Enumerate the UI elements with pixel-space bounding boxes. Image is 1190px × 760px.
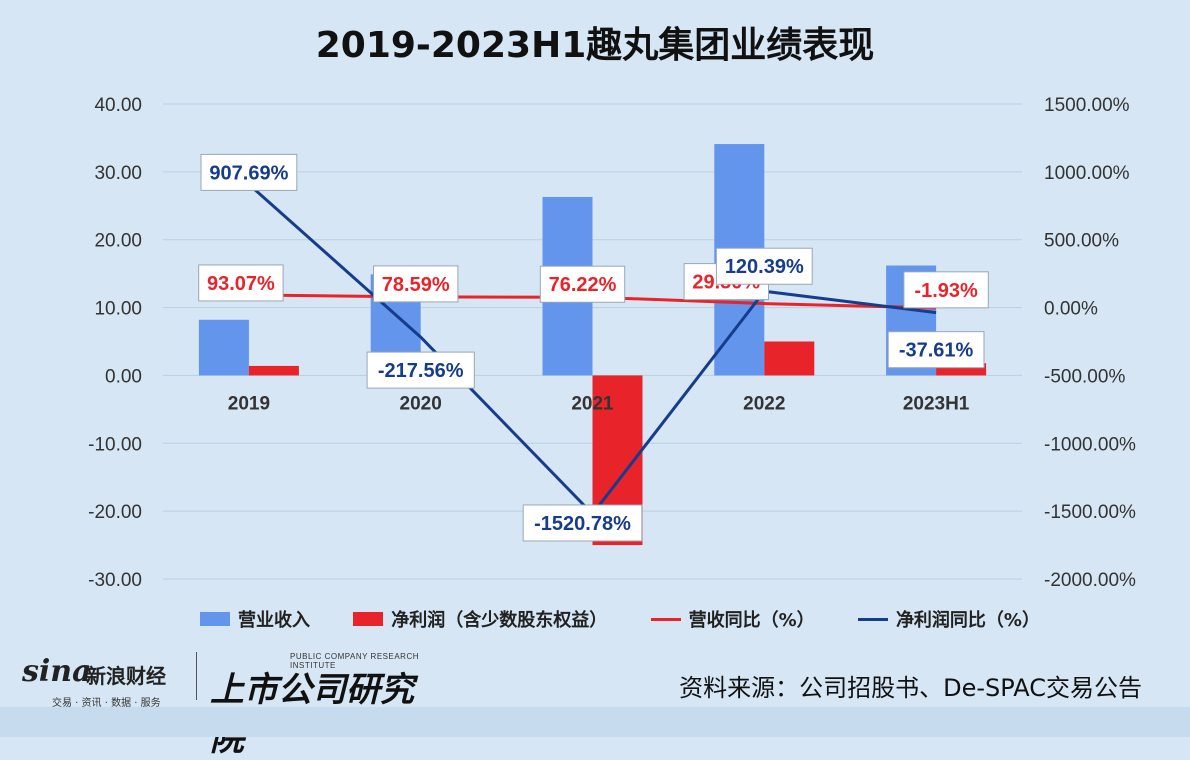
bottom-band [0,707,1190,737]
x-tick-label: 2022 [743,393,785,414]
data-label-box [198,264,284,302]
data-label: 907.69% [209,162,288,184]
legend-label: 净利润（含少数股东权益） [391,610,608,631]
legend-item: 营收同比（%） [650,606,815,632]
research-institute-logo: PUBLIC COMPANY RESEARCH INSTITUTE 上市公司研究… [210,650,440,759]
y-left-tick-label: 20.00 [94,231,142,252]
chart-canvas: 40.00 30.00 20.00 10.00 0.00 -10.00 -20.00 -30.… [88,95,1136,591]
sina-logo-word: sina [22,654,92,689]
y-left-tick-label: 0.00 [105,366,142,387]
data-label: -1.93% [914,280,978,302]
data-label-box [887,331,985,369]
sina-logo-sub: 交易 · 资讯 · 数据 · 服务 [52,698,161,709]
data-label: -37.61% [899,340,974,362]
y-right-tick-label: -500.00% [1044,366,1125,387]
legend-label: 净利润同比（%） [895,610,1040,631]
data-label: 120.39% [725,256,804,278]
footer: sina 新浪财经 交易 · 资讯 · 数据 · 服务 PUBLIC COMPA… [0,640,1190,759]
legend-label: 营收同比（%） [688,610,815,631]
y-left-tick-label: 10.00 [94,299,142,320]
y-right-tick-label: 1000.00% [1044,163,1130,184]
bar-revenue [198,319,249,376]
y-right-tick-label: -1500.00% [1044,502,1136,523]
y-right-tick-label: -1000.00% [1044,434,1136,455]
data-label: 76.22% [549,274,617,296]
legend-item: 净利润（含少数股东权益） [353,606,607,632]
legend-item: 净利润同比（%） [857,606,1040,632]
data-label-box [373,265,459,303]
data-label-box [539,265,626,303]
data-label: 78.59% [382,274,450,296]
y-right-tick-label: -2000.00% [1044,570,1136,591]
data-label-box [715,247,813,285]
data-label-box [366,351,475,389]
bar-net-profit [764,341,815,376]
chart-title: 2019-2023H1趣丸集团业绩表现 [315,25,875,66]
y-left-tick-label: -10.00 [88,434,142,455]
y-left-tick-label: -20.00 [88,502,142,523]
legend-swatch [200,612,230,626]
x-tick-label: 2020 [400,393,442,414]
y-left-tick-label: 30.00 [94,163,142,184]
y-left-tick-label: -30.00 [88,570,142,591]
logo-divider [196,652,197,700]
legend: 营业收入 净利润（含少数股东权益） 营收同比（%） 净利润同比（%） [200,606,1040,632]
institute-en-name: PUBLIC COMPANY RESEARCH INSTITUTE [290,652,420,670]
x-tick-label: 2023H1 [903,393,970,414]
data-label: -217.56% [378,360,464,382]
y-right-tick-label: 1500.00% [1044,95,1130,116]
sina-logo-cn: 新浪财经 [86,664,166,688]
y-right-tick-label: 500.00% [1044,231,1119,252]
x-tick-label: 2021 [571,393,614,414]
y-right-tick-label: 0.00% [1044,299,1098,320]
x-tick-label: 2019 [228,393,270,414]
bar-net-profit [248,365,299,376]
data-label-box [522,504,643,542]
legend-label: 营业收入 [238,610,310,631]
legend-swatch [353,612,384,626]
sina-finance-logo: sina 新浪财经 交易 · 资讯 · 数据 · 服务 [22,654,192,709]
legend-item: 营业收入 [200,606,310,632]
data-label-box [903,271,989,309]
data-label-box [200,153,298,191]
data-source: 资料来源：公司招股书、De-SPAC交易公告 [679,674,1142,702]
data-label: -1520.78% [534,513,631,535]
y-left-tick-label: 40.00 [94,95,142,116]
legend-swatch [650,617,681,621]
legend-swatch [857,617,888,621]
data-label: 93.07% [207,273,275,295]
